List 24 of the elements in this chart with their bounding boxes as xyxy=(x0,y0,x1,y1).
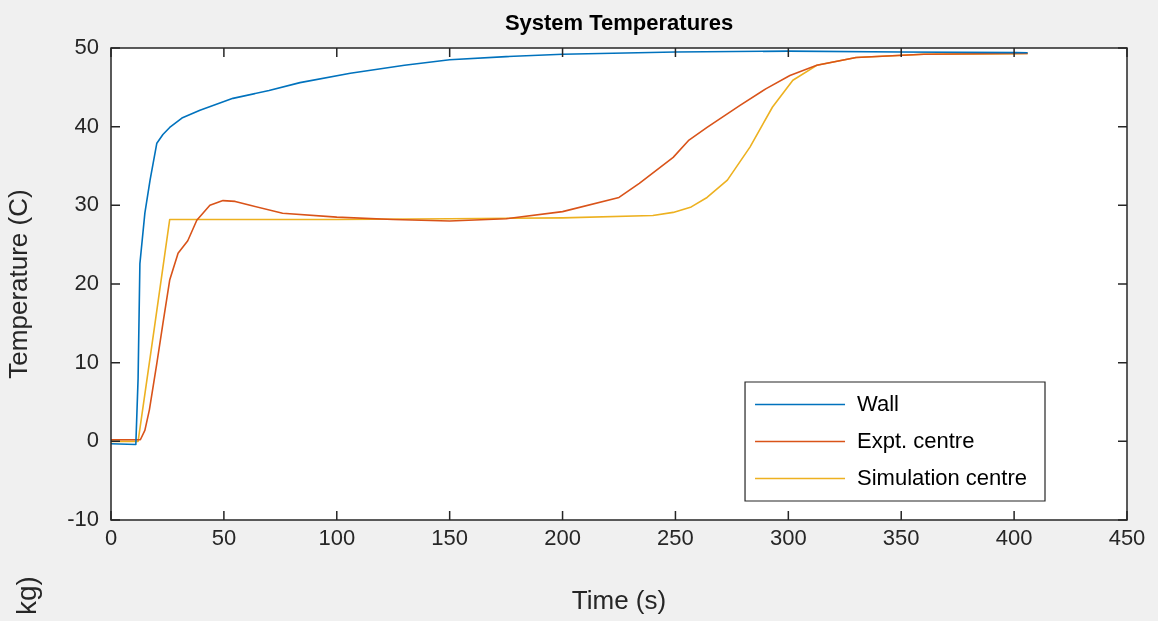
y-tick-label: 40 xyxy=(74,112,99,138)
y-tick-label: -10 xyxy=(67,506,99,532)
x-axis-title: Time (s) xyxy=(571,584,667,615)
y-tick-label: 50 xyxy=(74,34,99,60)
x-tick-label: 50 xyxy=(211,525,237,551)
y-tick-label: 20 xyxy=(74,270,99,296)
x-tick-label: 300 xyxy=(769,525,807,551)
x-tick-label: 200 xyxy=(544,525,581,551)
legend-label: Expt. centre xyxy=(857,427,975,453)
x-tick-label: 150 xyxy=(431,525,469,551)
y-tick-label: 0 xyxy=(86,427,99,453)
x-tick-label: 100 xyxy=(318,525,356,551)
x-tick-label: 0 xyxy=(104,525,118,551)
y-tick-label: 10 xyxy=(74,348,99,374)
legend-label: Wall xyxy=(857,390,899,416)
legend-label: Simulation centre xyxy=(857,464,1028,490)
y-tick-label: 30 xyxy=(74,191,99,217)
text: kg) xyxy=(10,576,42,615)
chart-title: System Temperatures xyxy=(504,10,734,36)
x-tick-label: 350 xyxy=(882,525,920,551)
x-tick-label: 250 xyxy=(657,525,694,551)
y-axis-title: Temperature (C) xyxy=(2,189,33,379)
x-tick-label: 400 xyxy=(995,525,1033,551)
x-tick-label: 450 xyxy=(1108,525,1146,551)
